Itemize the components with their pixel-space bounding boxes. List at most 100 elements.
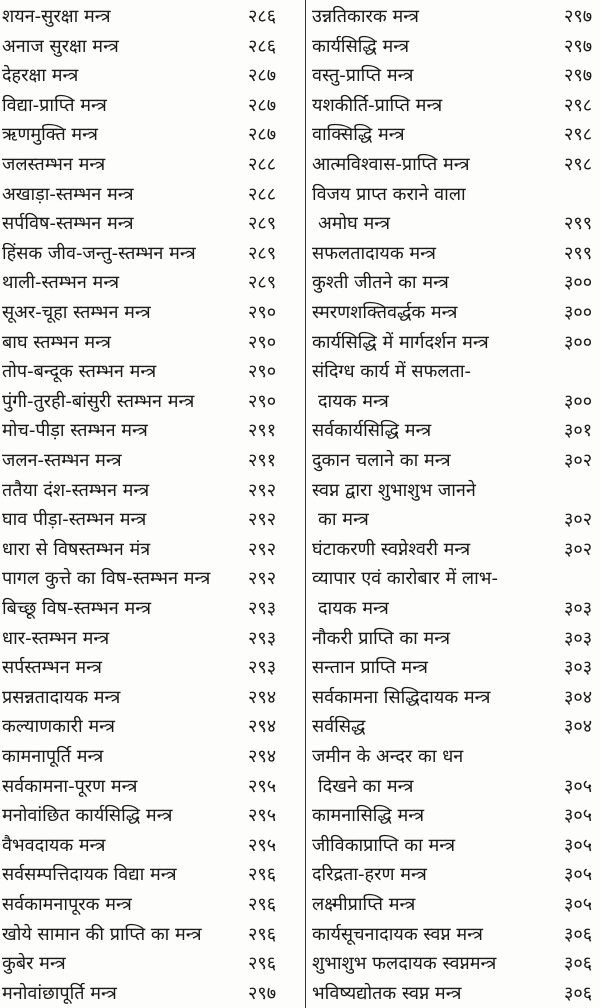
left-entry-page: २८८ [248,154,277,175]
right-entry-page: ३०३ [564,627,593,649]
left-entry-title: मनोवांछित कार्यसिद्धि मन्त्र [2,805,173,827]
toc-row: जलस्तम्भन मन्त्र २८८ आत्मविश्वास-प्राप्ति … [0,150,600,179]
right-entry-page: ३०३ [564,598,593,619]
left-entry-page: २९६ [248,923,277,945]
toc-row: बाघ स्तम्भन मन्त्र २९० कार्यसिद्धि में मार… [0,328,600,357]
left-entry-title: जलस्तम्भन मन्त्र [2,154,106,175]
right-entry-page: ३०५ [564,864,593,886]
left-entry-title: मनोवांछापूर्ति मन्त्र [2,982,117,1004]
right-entry-page: २९८ [564,94,593,116]
left-entry-title: विद्या-प्राप्ति मन्त्र [2,94,107,116]
right-entry-title: शुभाशुभ फलदायक स्वप्नमन्त्र [312,953,497,975]
right-entry-page: २९९ [564,242,593,264]
right-entry-page: ३०४ [564,686,593,708]
toc-row: घाव पीड़ा-स्तम्भन मन्त्र २९२ का मन्त्र ३०२ [0,505,600,534]
toc-row: तोप-बन्दूक स्तम्भन मन्त्र २९० संदिग्ध कार्… [0,357,600,386]
left-entry-page: २९० [248,331,277,353]
left-entry-title: मोच-पीड़ा स्तम्भन मन्त्र [2,420,148,442]
toc-row: मोच-पीड़ा स्तम्भन मन्त्र २९१ सर्वकार्यसिद्… [0,416,600,445]
left-entry-title: सर्पविष-स्तम्भन मन्त्र [2,213,134,235]
right-entry-page: ३०६ [564,982,593,1004]
left-entry-page: २९१ [248,450,277,471]
left-entry-page: २९६ [248,864,277,886]
left-entry-page: २८९ [248,213,277,235]
right-entry-page: ३०० [564,331,593,353]
right-entry-page: २९७ [564,65,593,87]
right-entry-page: ३०२ [564,450,593,471]
right-entry-title: कार्यसिद्धि मन्त्र [312,35,410,57]
left-entry-page: २८६ [248,6,277,27]
right-entry-page: २९९ [564,213,593,235]
toc-row: पागल कुत्ते का विष-स्तम्भन मन्त्र २९२ व्या… [0,564,600,593]
left-entry-page: २९१ [248,420,277,442]
right-entry-title: घंटाकरणी स्वप्नेश्वरी मन्त्र [312,538,471,560]
right-entry-title: सफलतादायक मन्त्र [312,242,436,264]
right-entry-title: दायक मन्त्र [318,598,389,619]
toc-row: देहरक्षा मन्त्र २८७ वस्तु-प्राप्ति मन्त्र २… [0,61,600,90]
left-entry-title: पागल कुत्ते का विष-स्तम्भन मन्त्र [2,568,211,590]
right-entry-page: ३०० [564,272,593,294]
toc-row: अखाड़ा-स्तम्भन मन्त्र २८८ विजय प्राप्त करा… [0,180,600,209]
toc-row: खोये सामान की प्राप्ति का मन्त्र २९६ कार्य… [0,920,600,949]
toc-row: पुंगी-तुरही-बांसुरी स्तम्भन मन्त्र २९० दाय… [0,387,600,416]
right-entry-page: ३०२ [564,509,593,531]
toc-row: कुबेर मन्त्र २९६ शुभाशुभ फलदायक स्वप्नमन्त… [0,949,600,978]
right-entry-page: ३०५ [564,834,593,856]
right-entry-title: कामनासिद्धि मन्त्र [312,805,425,827]
right-entry-title: दायक मन्त्र [318,390,389,412]
left-entry-title: बाघ स्तम्भन मन्त्र [2,331,111,353]
toc-row: वैभवदायक मन्त्र २९५ जीविकाप्राप्ति का मन्त… [0,831,600,860]
right-entry-title: स्वप्न द्वारा शुभाशुभ जानने [312,479,476,501]
left-entry-page: २८९ [248,242,277,264]
right-entry-page: २९७ [564,6,593,27]
toc-row: सर्पविष-स्तम्भन मन्त्र २८९ अमोघ मन्त्र २९९ [0,209,600,238]
right-entry-page: ३०५ [564,775,593,797]
toc-row: विद्या-प्राप्ति मन्त्र २८७ यशकीर्ति-प्राप्… [0,91,600,120]
left-entry-title: सर्पस्तम्भन मन्त्र [2,657,102,679]
right-entry-title: वस्तु-प्राप्ति मन्त्र [312,65,414,87]
left-entry-page: २८८ [248,183,277,205]
left-entry-title: हिंसक जीव-जन्तु-स्तम्भन मन्त्र [2,242,196,264]
right-entry-title: विजय प्राप्त कराने वाला [312,183,466,205]
left-entry-page: २९५ [248,775,277,797]
right-entry-title: आत्मविश्वास-प्राप्ति मन्त्र [312,154,470,175]
toc-row: ततैया दंश-स्तम्भन मन्त्र २९२ स्वप्न द्वारा… [0,476,600,505]
left-entry-page: २९६ [248,953,277,975]
right-entry-page: ३०१ [564,420,593,442]
right-entry-page: ३०५ [564,894,593,915]
left-entry-page: २९० [248,390,277,412]
left-entry-title: सर्वसम्पत्तिदायक विद्या मन्त्र [2,864,177,886]
right-entry-title: जमीन के अन्दर का धन [312,746,464,767]
right-entry-title: सन्तान प्राप्ति मन्त्र [312,657,428,679]
left-entry-page: २९० [248,302,277,323]
left-entry-page: २९२ [248,509,277,531]
left-entry-title: जलन-स्तम्भन मन्त्र [2,450,122,471]
right-entry-title: कुश्ती जीतने का मन्त्र [312,272,449,294]
right-entry-page: ३०० [564,302,593,323]
toc-row: सूअर-चूहा स्तम्भन मन्त्र २९० स्मरणशक्तिवर्… [0,298,600,327]
toc-row: बिच्छू विष-स्तम्भन मन्त्र २९३ दायक मन्त्र ३… [0,594,600,623]
toc-row: सर्पस्तम्भन मन्त्र २९३ सन्तान प्राप्ति मन्… [0,653,600,682]
left-entry-title: धारा से विषस्तम्भन मंत्र [2,538,151,560]
left-entry-page: २९४ [248,746,277,767]
toc-row: थाली-स्तम्भन मन्त्र २८९ कुश्ती जीतने का मन… [0,268,600,297]
toc-row: मनोवांछापूर्ति मन्त्र २९७ भविष्यद्योतक स्व… [0,979,600,1008]
column-divider [305,0,306,1008]
right-entry-title: जीविकाप्राप्ति का मन्त्र [312,834,456,856]
left-entry-title: धार-स्तम्भन मन्त्र [2,627,110,649]
left-entry-page: २९५ [248,805,277,827]
right-entry-page: ३०० [564,390,593,412]
right-entry-title: स्मरणशक्तिवर्द्धक मन्त्र [312,302,458,323]
right-entry-title: यशकीर्ति-प्राप्ति मन्त्र [312,94,443,116]
left-entry-title: सूअर-चूहा स्तम्भन मन्त्र [2,302,151,323]
left-entry-title: अनाज सुरक्षा मन्त्र [2,35,119,57]
left-entry-title: खोये सामान की प्राप्ति का मन्त्र [2,923,202,945]
left-entry-page: २९५ [248,834,277,856]
right-entry-title: उन्नतिकारक मन्त्र [312,6,419,27]
left-entry-page: २९४ [248,686,277,708]
right-entry-page: २९८ [564,124,593,146]
right-entry-title: दुकान चलाने का मन्त्र [312,450,451,471]
right-entry-title: भविष्यद्योतक स्वप्न मन्त्र [312,982,462,1004]
right-entry-page: ३०५ [564,805,593,827]
right-entry-title: दिखने का मन्त्र [318,775,414,797]
